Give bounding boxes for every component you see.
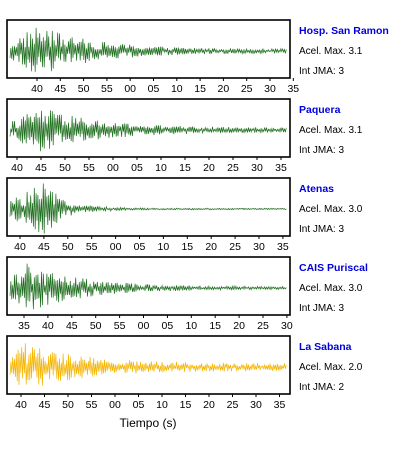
station-name: Paquera <box>299 104 341 116</box>
x-tick-label: 10 <box>185 320 197 332</box>
x-tick-label: 40 <box>11 162 23 174</box>
x-tick-label: 30 <box>281 320 293 332</box>
station-name: CAIS Puriscal <box>299 262 368 274</box>
station-name: Hosp. San Ramon <box>299 25 389 37</box>
x-tick-label: 15 <box>194 83 206 95</box>
seismogram-panel: 40 45 50 55 00 05 10 15 20 25 30 35 Atenas Acel. Max.… <box>6 177 363 253</box>
x-tick-label: 50 <box>62 241 74 253</box>
x-tick-label: 15 <box>179 162 191 174</box>
x-tick-label: 05 <box>162 320 174 332</box>
x-tick-label: 55 <box>101 83 113 95</box>
x-tick-label: 35 <box>275 162 287 174</box>
x-tick-label: 35 <box>274 399 286 411</box>
x-tick-label: 40 <box>31 83 43 95</box>
max-acceleration: Acel. Max. 2.0 <box>299 362 363 373</box>
x-tick-label: 45 <box>38 241 50 253</box>
x-tick-label: 50 <box>78 83 90 95</box>
x-tick-label: 50 <box>59 162 71 174</box>
x-tick-label: 25 <box>227 162 239 174</box>
x-tick-label: 00 <box>109 399 121 411</box>
x-tick-label: 25 <box>241 83 253 95</box>
x-tick-label: 10 <box>155 162 167 174</box>
x-tick-label: 35 <box>287 83 299 95</box>
x-tick-label: 50 <box>90 320 102 332</box>
x-tick-label: 20 <box>203 399 215 411</box>
x-tick-label: 05 <box>148 83 160 95</box>
x-tick-label: 40 <box>42 320 54 332</box>
seismogram-panel: 40 45 50 55 00 05 10 15 20 25 30 35 Paquera Acel. Max… <box>6 98 363 174</box>
x-tick-label: 15 <box>181 241 193 253</box>
x-tick-label: 45 <box>35 162 47 174</box>
x-tick-label: 05 <box>134 241 146 253</box>
x-tick-label: 10 <box>171 83 183 95</box>
x-tick-label: 05 <box>133 399 145 411</box>
x-tick-label: 55 <box>83 162 95 174</box>
x-tick-label: 20 <box>205 241 217 253</box>
x-tick-label: 25 <box>227 399 239 411</box>
panel-frame <box>6 177 291 237</box>
x-tick-label: 40 <box>15 399 27 411</box>
x-tick-label: 45 <box>54 83 66 95</box>
waveform-trace <box>9 27 287 72</box>
x-axis-label: Tiempo (s) <box>120 416 177 430</box>
x-tick-label: 10 <box>156 399 168 411</box>
x-tick-label: 50 <box>62 399 74 411</box>
x-tick-label: 30 <box>264 83 276 95</box>
x-tick-label: 20 <box>203 162 215 174</box>
max-acceleration: Acel. Max. 3.1 <box>299 46 363 57</box>
x-tick-label: 30 <box>251 162 263 174</box>
x-tick-label: 10 <box>158 241 170 253</box>
jma-intensity: Int JMA: 3 <box>299 224 344 235</box>
x-tick-label: 55 <box>86 399 98 411</box>
x-tick-label: 05 <box>131 162 143 174</box>
x-tick-label: 35 <box>277 241 289 253</box>
jma-intensity: Int JMA: 3 <box>299 66 344 77</box>
x-tick-label: 00 <box>110 241 122 253</box>
x-tick-label: 45 <box>66 320 78 332</box>
x-tick-label: 25 <box>257 320 269 332</box>
max-acceleration: Acel. Max. 3.0 <box>299 283 363 294</box>
x-tick-label: 00 <box>124 83 136 95</box>
x-tick-label: 40 <box>14 241 26 253</box>
seismogram-panel: 35 40 45 50 55 00 05 10 15 20 25 30 CAIS Puriscal Ace… <box>6 256 368 332</box>
x-tick-label: 35 <box>18 320 30 332</box>
panel-frame <box>6 98 291 158</box>
x-tick-label: 20 <box>218 83 230 95</box>
station-name: La Sabana <box>299 341 352 353</box>
max-acceleration: Acel. Max. 3.1 <box>299 125 363 136</box>
x-tick-label: 30 <box>250 399 262 411</box>
x-tick-label: 30 <box>253 241 265 253</box>
waveform-trace <box>9 183 287 234</box>
x-tick-label: 15 <box>209 320 221 332</box>
jma-intensity: Int JMA: 2 <box>299 382 344 393</box>
x-tick-label: 00 <box>107 162 119 174</box>
x-tick-label: 55 <box>114 320 126 332</box>
seismogram-panel: 40 45 50 55 00 05 10 15 20 25 30 35 La Sabana Acel. M… <box>6 335 363 411</box>
x-tick-label: 55 <box>86 241 98 253</box>
waveform-trace <box>9 263 287 310</box>
panel-frame <box>6 335 291 395</box>
jma-intensity: Int JMA: 3 <box>299 303 344 314</box>
x-tick-label: 15 <box>180 399 192 411</box>
x-tick-label: 45 <box>39 399 51 411</box>
jma-intensity: Int JMA: 3 <box>299 145 344 156</box>
x-tick-label: 25 <box>229 241 241 253</box>
x-tick-label: 00 <box>138 320 150 332</box>
x-tick-label: 20 <box>233 320 245 332</box>
waveform-trace <box>9 343 287 386</box>
seismogram-panel: 40 45 50 55 00 05 10 15 20 25 30 35 Hosp. San Ramon A… <box>6 19 389 95</box>
max-acceleration: Acel. Max. 3.0 <box>299 204 363 215</box>
waveform-trace <box>9 110 287 152</box>
station-name: Atenas <box>299 183 334 195</box>
